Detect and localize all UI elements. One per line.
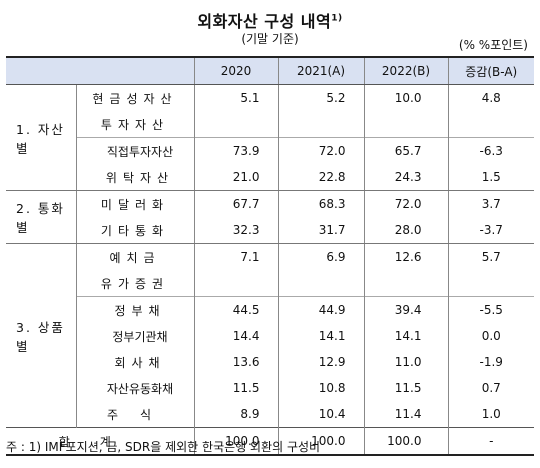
row-label: 자산유동화채 xyxy=(76,375,195,401)
cell-2022: 11.4 xyxy=(364,401,449,428)
table-row: 3. 상품별 예치금 7.1 6.9 12.6 5.7 xyxy=(6,243,534,428)
category-currency: 2. 통화별 xyxy=(6,190,77,244)
cell-2022: 14.1 xyxy=(364,323,449,349)
cell-diff: 0.7 xyxy=(481,381,501,395)
cell-2021: 14.1 xyxy=(278,323,365,349)
cell-diff: 4.8 xyxy=(481,91,501,105)
unit-label: (% %포인트) xyxy=(458,38,528,52)
cell-2021: 10.8 xyxy=(278,375,365,401)
table-row: 투자자산 xyxy=(6,111,534,138)
total-2021: 100.0 xyxy=(278,427,365,456)
cell-diff: -1.9 xyxy=(479,355,503,369)
page-subtitle: (기말 기준) xyxy=(241,32,299,46)
cell-2022: 65.7 xyxy=(364,137,449,164)
cell-2021 xyxy=(278,270,365,297)
table-row: 정부기관채 14.4 14.1 14.1 0.0 xyxy=(6,323,534,349)
header-2021: 2021(A) xyxy=(277,56,364,85)
row-label: 현금성자산 xyxy=(76,84,195,111)
page-title: 외화자산 구성 내역1) xyxy=(197,12,343,31)
header-2020: 2020 xyxy=(193,56,278,85)
row-label: 예치금 xyxy=(76,243,195,270)
category-asset: 1. 자산별 xyxy=(6,84,77,191)
cell-2021: 68.3 xyxy=(278,190,365,217)
row-label: 위탁자산 xyxy=(76,164,195,191)
cell-2020: 73.9 xyxy=(194,137,279,164)
cell-diff: -5.5 xyxy=(448,296,534,323)
cell-2020 xyxy=(194,270,279,297)
row-label: 기타통화 xyxy=(76,217,195,244)
row-label: 회사채 xyxy=(76,349,195,375)
cell-diff: 1.5 xyxy=(448,164,534,191)
row-label: 투자자산 xyxy=(76,111,195,138)
cell-diff: 3.7 xyxy=(481,197,501,211)
cell-2022: 10.0 xyxy=(364,84,449,111)
footnote: 주 : 1) IMF포지션, 금, SDR을 제외한 한국은행 외환의 구성비 xyxy=(6,440,321,454)
cell-2021: 44.9 xyxy=(278,296,365,323)
cell-2020 xyxy=(194,111,279,138)
table-row: 자산유동화채 11.5 10.8 11.5 0.7 xyxy=(6,375,534,401)
cell-2022: 28.0 xyxy=(364,217,449,244)
cell-2022: 11.0 xyxy=(364,349,449,375)
total-row: 합계 100.0 100.0 100.0 - xyxy=(6,427,534,456)
cell-2020: 44.5 xyxy=(194,296,279,323)
cell-2022: 12.6 xyxy=(364,243,449,270)
table-row: 1. 자산별 현금성자산 5.1 5.2 10.0 4.8 xyxy=(6,84,534,191)
total-diff: - xyxy=(448,427,534,456)
composition-table: 2020 2021(A) 2022(B) 증감(B-A) 1. 자산별 현금성자… xyxy=(6,56,534,456)
cell-2020: 7.1 xyxy=(194,243,279,270)
title-footnote-mark: 1) xyxy=(331,13,343,24)
cell-2022: 72.0 xyxy=(364,190,449,217)
cell-diff: 0.0 xyxy=(481,329,501,343)
cell-2021: 22.8 xyxy=(278,164,365,191)
table-row: 기타통화 32.3 31.7 28.0 -3.7 xyxy=(6,217,534,244)
header-diff: 증감(B-A) xyxy=(447,56,534,85)
cell-diff: -3.7 xyxy=(448,217,534,244)
cell-diff xyxy=(448,270,534,297)
total-2020: 100.0 xyxy=(194,427,279,456)
cell-2021: 72.0 xyxy=(278,137,365,164)
cell-2022: 11.5 xyxy=(364,375,449,401)
cell-2020: 5.1 xyxy=(194,84,279,111)
header-blank xyxy=(6,56,194,85)
table-row: 유가증권 xyxy=(6,270,534,297)
cell-2020: 21.0 xyxy=(194,164,279,191)
cell-2020: 14.4 xyxy=(194,323,279,349)
table-row: 주식 8.9 10.4 11.4 1.0 xyxy=(6,401,534,428)
header-2022: 2022(B) xyxy=(363,56,448,85)
cell-2021 xyxy=(278,111,365,138)
cell-2022 xyxy=(364,270,449,297)
cell-2021: 10.4 xyxy=(278,401,365,428)
row-label: 주식 xyxy=(76,401,195,428)
table-row: 직접투자자산 73.9 72.0 65.7 -6.3 xyxy=(6,137,534,164)
cell-2020: 32.3 xyxy=(194,217,279,244)
cell-diff: 5.7 xyxy=(481,250,501,264)
cell-diff: -6.3 xyxy=(448,137,534,164)
table-row: 위탁자산 21.0 22.8 24.3 1.5 xyxy=(6,164,534,191)
cell-2022: 39.4 xyxy=(364,296,449,323)
row-label: 미달러화 xyxy=(76,190,195,217)
cell-2021: 5.2 xyxy=(278,84,365,111)
cell-diff: 1.0 xyxy=(481,407,501,421)
table-row: 회사채 13.6 12.9 11.0 -1.9 xyxy=(6,349,534,375)
total-label: 합계 xyxy=(6,427,195,456)
row-label: 정부채 xyxy=(76,296,195,323)
cell-2021: 12.9 xyxy=(278,349,365,375)
table-row: 2. 통화별 미달러화 67.7 68.3 72.0 3.7 xyxy=(6,190,534,244)
cell-2020: 11.5 xyxy=(194,375,279,401)
row-label: 정부기관채 xyxy=(76,323,195,349)
cell-diff xyxy=(448,111,534,138)
table-row: 정부채 44.5 44.9 39.4 -5.5 xyxy=(6,296,534,323)
cell-2020: 67.7 xyxy=(194,190,279,217)
row-label: 직접투자자산 xyxy=(76,137,195,164)
category-product: 3. 상품별 xyxy=(6,243,77,428)
cell-2020: 8.9 xyxy=(194,401,279,428)
cell-2022 xyxy=(364,111,449,138)
total-2022: 100.0 xyxy=(364,427,449,456)
cell-2021: 6.9 xyxy=(278,243,365,270)
cell-2020: 13.6 xyxy=(194,349,279,375)
header-row: 2020 2021(A) 2022(B) 증감(B-A) xyxy=(6,56,534,85)
cell-2022: 24.3 xyxy=(364,164,449,191)
row-label: 유가증권 xyxy=(76,270,195,297)
cell-2021: 31.7 xyxy=(278,217,365,244)
